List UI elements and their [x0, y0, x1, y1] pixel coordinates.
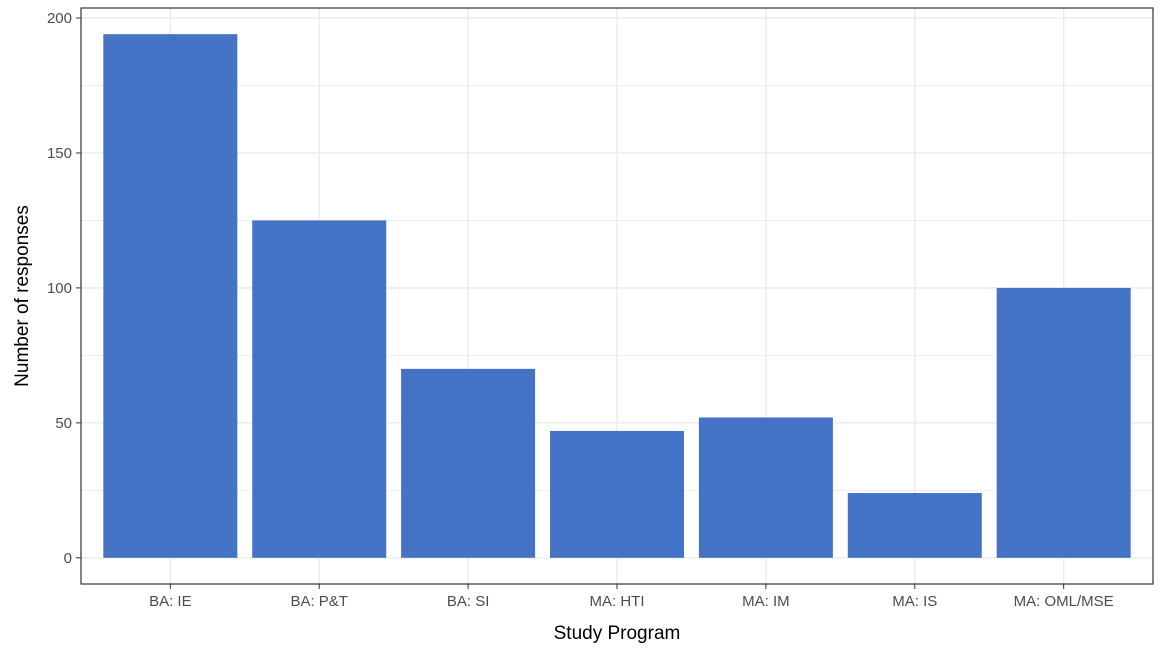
y-tick-label: 100 — [47, 280, 72, 297]
y-tick-label: 0 — [64, 550, 72, 567]
y-tick-label: 50 — [55, 415, 72, 432]
y-axis-ticks: 0 50 100 150 200 — [47, 10, 81, 567]
x-tick-label: BA: IE — [149, 593, 192, 610]
x-tick-label: MA: IM — [742, 593, 790, 610]
y-axis-title: Number of responses — [12, 205, 33, 387]
y-tick-label: 150 — [47, 145, 72, 162]
x-tick-label: MA: HTI — [590, 593, 645, 610]
bar — [550, 430, 684, 558]
x-axis-ticks: BA: IE BA: P&T BA: SI MA: HTI MA: IM MA: IS MA… — [149, 584, 1114, 610]
x-tick-label: MA: IS — [892, 593, 937, 610]
x-tick-label: BA: P&T — [290, 593, 348, 610]
x-axis-title: Study Program — [554, 623, 681, 644]
y-tick-label: 200 — [47, 10, 72, 27]
bar — [252, 220, 387, 558]
bar — [996, 287, 1131, 558]
x-tick-label: BA: SI — [447, 593, 490, 610]
x-tick-label: MA: OML/MSE — [1014, 593, 1114, 610]
bar — [103, 34, 238, 558]
bar — [847, 493, 982, 558]
bar — [698, 417, 833, 558]
bars — [103, 34, 1131, 558]
bar — [401, 368, 536, 558]
